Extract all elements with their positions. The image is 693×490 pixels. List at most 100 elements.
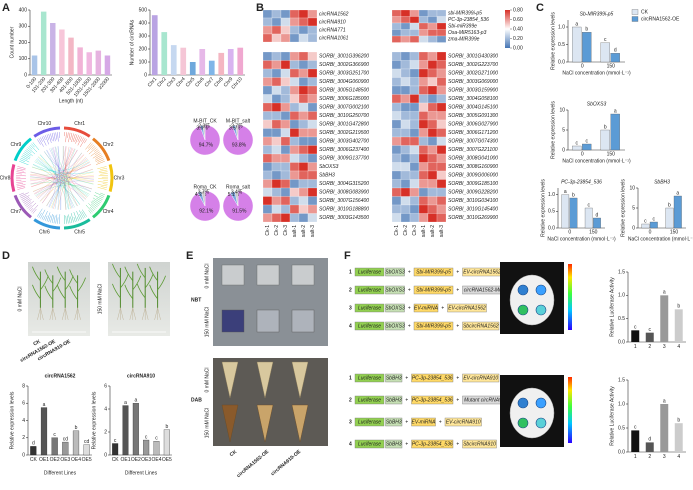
heatmap-cell [400, 29, 411, 37]
construct-label: SbBH3 [386, 419, 402, 425]
heatmap-cell [409, 119, 420, 129]
significance-letter: b [677, 418, 680, 424]
row-label: SORBI_3004G315200 [319, 181, 369, 187]
y-tick-label: 5 [562, 127, 565, 133]
heatmap-cell [289, 68, 300, 78]
row-label: PC-3p-23854_536 [448, 17, 489, 23]
heatmap-cell [418, 111, 429, 121]
density-tick [85, 142, 92, 150]
bar [674, 309, 683, 342]
heatmap-cell [307, 213, 318, 223]
colorbar-label: 0.20 [513, 36, 523, 42]
density-tick [17, 187, 26, 190]
heatmap-cell [262, 94, 273, 104]
construct-box [444, 417, 482, 427]
density-tick [55, 214, 58, 224]
heatmap-cell [427, 145, 438, 155]
construct-box [413, 303, 439, 313]
construct-box [354, 267, 385, 277]
heatmap-cell [409, 85, 420, 95]
row-number: 3 [349, 419, 352, 425]
leaf [291, 404, 309, 443]
bar [51, 437, 58, 456]
construct-label: Luciferase [358, 269, 381, 275]
heatmap-cell [418, 29, 429, 37]
heatmap-cell [262, 51, 273, 61]
significance-letter: c [114, 438, 117, 444]
luminescence-spot [517, 417, 529, 429]
chromosome-arc [108, 164, 114, 192]
heatmap-cell [280, 136, 291, 146]
construct-box [385, 395, 403, 405]
construct-label: + [456, 323, 459, 329]
heatmap-cell [289, 196, 300, 206]
density-tick [99, 167, 107, 170]
heatmap-cell [418, 22, 429, 30]
heatmap-cell [436, 179, 447, 189]
x-axis-label: NaCl concentration (mmol·L⁻¹) [547, 236, 616, 242]
leaf [120, 273, 129, 289]
heatmap-cell [298, 94, 309, 104]
significance-letter: c [576, 140, 579, 146]
slice-label: 94.7% [199, 143, 214, 149]
heatmap-cell [391, 119, 402, 129]
heatmap-cell [391, 77, 402, 87]
density-tick [70, 133, 73, 140]
y-tick-label: 1.0 [558, 24, 565, 30]
chart-title: SbBH3 [654, 179, 670, 185]
heatmap-cell [262, 136, 273, 146]
density-tick [91, 200, 99, 206]
leaf [256, 361, 274, 399]
root [74, 307, 78, 320]
density-tick [95, 157, 104, 162]
row-label: SORBI_3006G171200 [448, 130, 498, 136]
bar [561, 194, 570, 229]
heatmap-cell [391, 179, 402, 189]
panel-letter: E [186, 250, 193, 262]
y-tick-label: 8 [22, 383, 25, 389]
heatmap-cell [271, 179, 282, 189]
bar [104, 55, 111, 75]
heatmap-cell [262, 17, 273, 27]
heatmap-cell [262, 60, 273, 70]
construct-label: + [456, 397, 459, 403]
density-tick [72, 133, 76, 142]
leaf [509, 274, 555, 326]
heatmap-cell [289, 170, 300, 180]
y-tick-label: 0 [632, 225, 635, 231]
heatmap-cell [307, 119, 318, 129]
heatmap-cell [271, 119, 282, 129]
column-label: Ck-3 [283, 225, 289, 236]
y-axis-label: Relative expression levels [550, 101, 556, 159]
column-label: Ck-1 [265, 225, 271, 236]
heatmap-cell [400, 153, 411, 163]
x-tick-label: 150 [607, 64, 616, 70]
density-tick [79, 138, 86, 148]
heatmap-cell [409, 213, 420, 223]
heatmap-cell [280, 187, 291, 197]
density-tick [45, 215, 48, 221]
density-tick [81, 137, 84, 142]
heatmap-cell [307, 187, 318, 197]
row-label: SORBI_3002G223700 [448, 62, 498, 68]
heatmap-cell [436, 204, 447, 214]
construct-box [413, 285, 454, 295]
heatmap-cell [271, 153, 282, 163]
heatmap-cell [427, 16, 438, 24]
density-tick [21, 195, 30, 200]
row-label: SORBI_3008G083900 [319, 190, 369, 196]
heatmap-cell [436, 68, 447, 78]
pie-slice [235, 124, 239, 141]
x-tick-label: OE5 [162, 457, 172, 463]
x-tick-label: Chr5 [185, 76, 197, 88]
row-label: SORBI_3008G160900 [448, 164, 498, 170]
construct-label: + [408, 323, 411, 329]
density-tick [88, 143, 93, 149]
density-tick [38, 212, 42, 218]
bar [95, 50, 102, 75]
density-tick [102, 183, 108, 185]
density-tick [51, 214, 55, 223]
chromosome-label: Chr4 [103, 209, 114, 215]
heatmap-cell [280, 119, 291, 129]
